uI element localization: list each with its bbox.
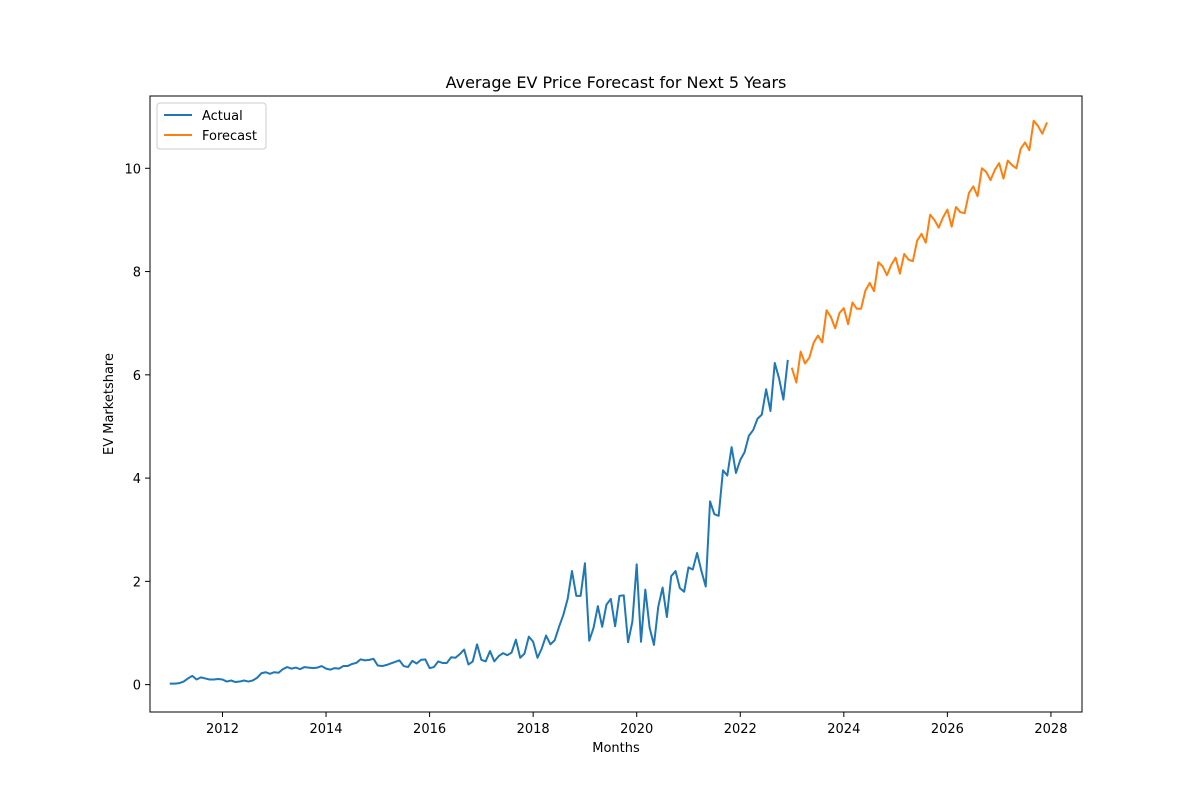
x-tick-label: 2022	[724, 722, 757, 737]
y-tick-label: 2	[133, 575, 141, 590]
chart-title: Average EV Price Forecast for Next 5 Yea…	[446, 73, 787, 92]
y-tick-label: 8	[133, 266, 141, 281]
series-line-forecast	[790, 119, 1048, 384]
x-tick-label: 2018	[517, 722, 550, 737]
y-axis-label: EV Marketshare	[102, 353, 117, 455]
x-tick-label: 2028	[1034, 722, 1067, 737]
x-axis: 2012 2014 2016 2018 2020 2022 2024 2026 2028	[206, 712, 1067, 737]
y-axis: 0 2 4 6 8 10	[124, 162, 150, 694]
plot-frame	[149, 95, 1083, 713]
y-tick-label: 0	[133, 679, 141, 694]
x-tick-label: 2024	[827, 722, 860, 737]
x-tick-label: 2020	[620, 722, 653, 737]
plot-area	[169, 119, 1048, 685]
series-line-actual	[169, 359, 789, 685]
x-tick-label: 2014	[309, 722, 342, 737]
y-tick-label: 10	[124, 162, 141, 177]
legend: Actual Forecast	[156, 102, 267, 150]
x-tick-label: 2012	[206, 722, 239, 737]
y-tick-label: 4	[133, 472, 141, 487]
legend-label-forecast: Forecast	[202, 129, 257, 144]
x-tick-label: 2026	[931, 722, 964, 737]
legend-label-actual: Actual	[202, 109, 243, 124]
x-axis-label: Months	[592, 741, 640, 756]
y-tick-label: 6	[133, 369, 141, 384]
x-tick-label: 2016	[413, 722, 446, 737]
